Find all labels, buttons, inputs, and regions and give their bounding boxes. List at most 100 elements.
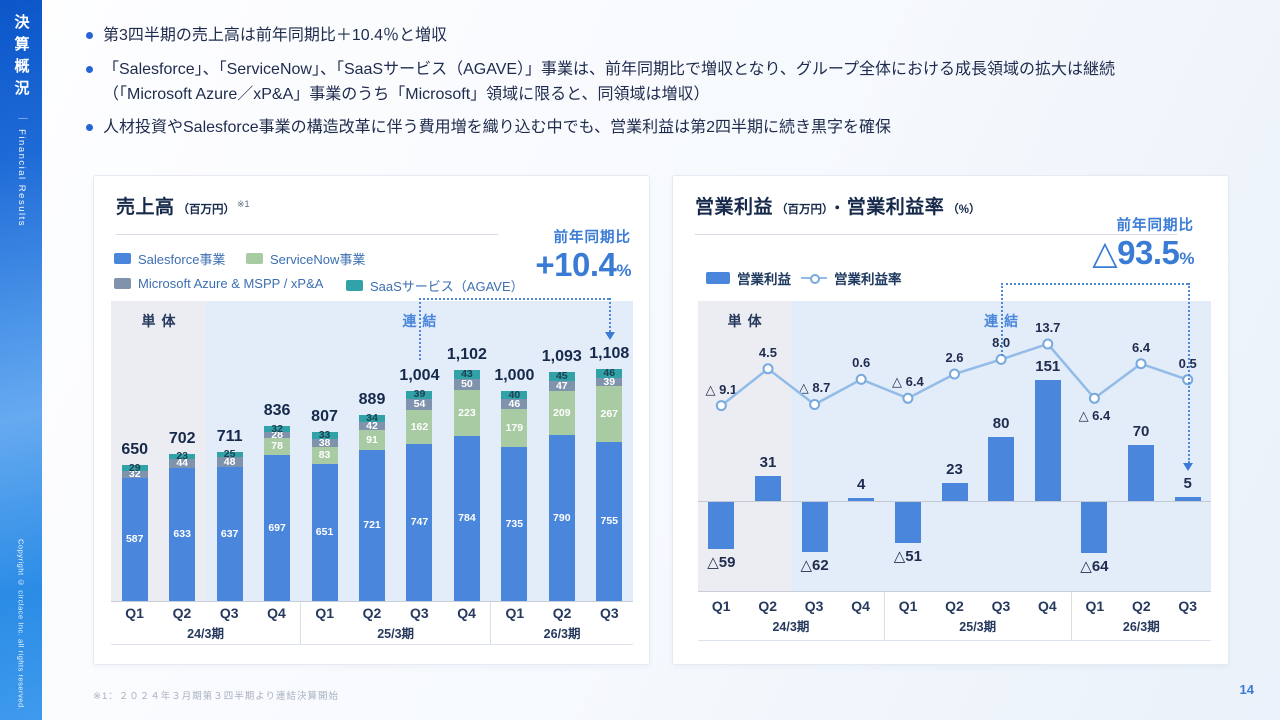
bar-segment-value: 267 [600, 408, 619, 421]
comparison-dotted-line [1187, 283, 1190, 463]
legend-item-servicenow: ServiceNow事業 [246, 249, 365, 268]
footnote: ※1：２０２４年３月期第３四半期より連結決算開始 [93, 691, 340, 702]
bar-total-value: 1,004 [399, 366, 440, 384]
title-divider [116, 234, 498, 235]
zone-label: 単体 [141, 313, 182, 329]
bar-value: △62 [800, 556, 829, 574]
axis-label-quarter: Q1 [315, 604, 335, 621]
comparison-arrow-icon [604, 332, 615, 340]
axis-label-year: 25/3期 [959, 619, 997, 634]
bar-segment: 38 [311, 438, 338, 448]
margin-value: 2.6 [945, 349, 964, 365]
bar-segment-value: 697 [268, 521, 286, 534]
profit-bar [1128, 445, 1155, 501]
bar-segment: 47 [548, 381, 575, 392]
bar-segment: 755 [596, 442, 623, 601]
bar-total-value: 1,102 [446, 346, 487, 363]
axis-label-quarter: Q3 [600, 604, 619, 621]
bar-segment-value: 179 [505, 421, 524, 434]
zone-label: 単体 [727, 313, 768, 329]
bar-segment: 209 [548, 391, 575, 436]
quarter-labels: Q1 Q2 Q3 [1072, 598, 1211, 614]
bar-segment: 587 [121, 477, 148, 601]
axis-label-quarter: Q4 [267, 604, 286, 621]
yoy-unit: % [616, 261, 631, 280]
bar-value: △51 [893, 547, 922, 565]
legend-item-saas-agave: SaaSサービス（AGAVE） [346, 276, 524, 295]
legend-label: 営業利益率 [834, 272, 902, 287]
axis-label-year: 26/3期 [1122, 619, 1160, 634]
margin-point [1135, 358, 1147, 370]
margin-point [902, 392, 914, 404]
legend-swatch [114, 278, 131, 289]
quarter-labels: Q1 Q2 Q3 Q4 [111, 605, 300, 621]
bar-segment: 790 [548, 435, 575, 601]
margin-value: 6.4 [1131, 339, 1151, 355]
bar-segment: 784 [453, 436, 480, 601]
profit-bar [801, 502, 828, 552]
margin-point [715, 400, 727, 412]
bar-segment-value: 209 [553, 406, 571, 419]
bar-value: △59 [707, 554, 736, 572]
bar-total-value: 1,108 [589, 344, 630, 362]
bar-segment: 46 [596, 368, 623, 379]
axis-group: Q1 Q2 Q3 Q4 25/3期 [300, 602, 490, 644]
yoy-unit: % [1179, 249, 1194, 268]
profit-bar [941, 482, 968, 501]
legend-swatch [246, 253, 263, 264]
title-divider [695, 234, 1177, 235]
legend-label: Microsoft Azure & MSPP / xP&A [138, 276, 324, 291]
bar-segment-value: 45 [555, 370, 568, 383]
axis-group: Q1 Q2 Q3 26/3期 [1070, 592, 1211, 640]
bar-value: 5 [1183, 475, 1192, 492]
bar-segment-value: 50 [461, 378, 473, 391]
sidebar-section-subtitle: ｜ Financial Results [16, 114, 27, 227]
bar-segment-value: 54 [413, 398, 426, 411]
axis-label-quarter: Q1 [898, 597, 918, 614]
axis-group: Q1 Q2 Q3 26/3期 [490, 602, 633, 644]
yoy-number: △93.5 [1092, 234, 1180, 271]
profit-margin-line [715, 338, 1194, 412]
axis-label-quarter: Q2 [945, 597, 964, 614]
bar-segment-value: 44 [176, 457, 189, 470]
bar-segment: 83 [311, 446, 338, 465]
yoy-change-revenue: 前年同期比 +10.4% [535, 226, 631, 283]
zone-standalone: 単体 [698, 301, 792, 591]
legend-item-microsoft: Microsoft Azure & MSPP / xP&A [114, 276, 323, 291]
bar-segment-value: 34 [366, 411, 378, 424]
margin-point [762, 363, 774, 375]
bar-segment: 50 [453, 378, 480, 391]
bullet-text: 人材投資やSalesforce事業の構造改革に伴う費用増を織り込む中でも、営業利… [103, 119, 892, 137]
margin-value: 13.7 [1035, 320, 1061, 335]
bar-total-value: 807 [311, 407, 338, 425]
bar-total-value: 711 [216, 427, 243, 445]
legend-item-operating-profit: 営業利益 [706, 268, 791, 288]
chart-title-text-2: 営業利益率 [846, 197, 945, 218]
axis-label-quarter: Q4 [457, 604, 476, 621]
chart-title-unit: （百万円） [177, 204, 236, 216]
line-marker-icon [801, 273, 827, 284]
chart-title-footnote-ref: ※1 [237, 199, 250, 209]
yoy-change-profit: 前年同期比 △93.5% [1092, 214, 1194, 271]
margin-point [1088, 392, 1100, 404]
bar-segment: 40 [501, 388, 528, 401]
x-axis: Q1 Q2 Q3 Q4 24/3期 Q1 Q2 Q3 Q4 25/3期 Q1 Q2 Q3 26/3期 [698, 591, 1211, 641]
profit-bar [988, 437, 1015, 501]
profit-bar [708, 502, 735, 550]
bar-segment-value: 83 [318, 449, 331, 462]
margin-point [809, 399, 821, 410]
comparison-dotted-line [1001, 283, 1188, 285]
axis-label-year: 25/3期 [377, 626, 415, 641]
bar-segment: 735 [501, 446, 528, 601]
bullet-item: 「Salesforce」、「ServiceNow」、「SaaSサービス（AGAV… [86, 58, 1232, 108]
legend-item-operating-margin: 営業利益率 [801, 268, 902, 288]
bar-value: △64 [1080, 558, 1109, 576]
bar-total-value: 1,000 [494, 367, 535, 384]
bar-segment: 46 [501, 399, 528, 410]
bar-segment-value: 40 [508, 388, 521, 401]
margin-point [855, 373, 867, 385]
bar-segment-value: 78 [271, 440, 283, 453]
bar-segment: 32 [264, 424, 291, 434]
x-axis: Q1 Q2 Q3 Q4 24/3期 Q1 Q2 Q3 Q4 25/3期 Q1 Q2 Q3 26/3期 [111, 601, 633, 645]
